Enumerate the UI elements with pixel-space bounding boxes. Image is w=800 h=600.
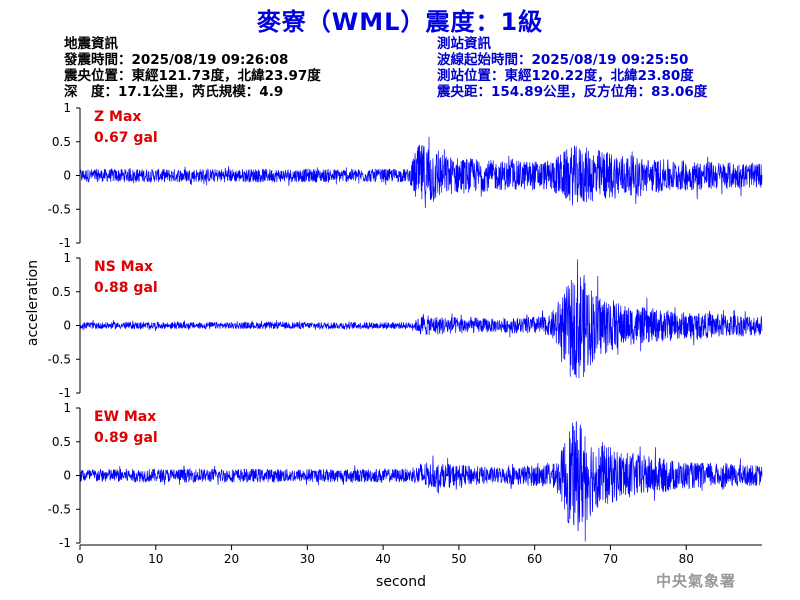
page-title: 麥寮（WML）震度：1級 bbox=[256, 8, 544, 36]
y-tick-label: 0.5 bbox=[52, 285, 71, 299]
y-axis-title: acceleration bbox=[25, 260, 41, 346]
cwa-credit: 中央氣象署 bbox=[656, 572, 737, 590]
station-location: 測站位置：東經120.22度，北緯23.80度 bbox=[437, 68, 694, 84]
distance-azimuth: 震央距：154.89公里，反方位角：83.06度 bbox=[437, 84, 708, 100]
station-info-panel: 測站資訊 波線起始時間：2025/08/19 09:25:50 測站位置：東經1… bbox=[437, 36, 707, 100]
x-tick-label: 0 bbox=[76, 552, 84, 566]
y-tick-label: 0 bbox=[63, 469, 71, 483]
y-tick-label: 1 bbox=[63, 101, 71, 115]
max-label-z: Z Max bbox=[94, 109, 141, 125]
max-value-z: 0.67 gal bbox=[94, 130, 158, 146]
trace-ew bbox=[79, 421, 763, 542]
y-tick-label: 0 bbox=[63, 169, 71, 183]
quake-info-heading: 地震資訊 bbox=[64, 36, 118, 52]
panel-ns: 1 0.5 0 -0.5 -1 NS Max 0.88 gal bbox=[48, 251, 763, 400]
y-tick-label: 0.5 bbox=[52, 435, 71, 449]
y-tick-label: 1 bbox=[63, 251, 71, 265]
origin-time: 發震時間：2025/08/19 09:26:08 bbox=[64, 52, 289, 68]
y-tick-label: -0.5 bbox=[48, 502, 71, 516]
x-tick-label: 50 bbox=[451, 552, 466, 566]
y-tick-label: -1 bbox=[59, 236, 71, 250]
y-tick-label: -0.5 bbox=[48, 202, 71, 216]
trace-ns bbox=[79, 259, 763, 379]
max-value-ns: 0.88 gal bbox=[94, 280, 158, 296]
y-tick-label: 0 bbox=[63, 319, 71, 333]
trace-z bbox=[79, 136, 763, 209]
x-axis-title: second bbox=[376, 574, 426, 590]
x-tick-label: 30 bbox=[300, 552, 315, 566]
y-tick-label: -1 bbox=[59, 386, 71, 400]
y-tick-label: -0.5 bbox=[48, 352, 71, 366]
max-label-ew: EW Max bbox=[94, 409, 156, 425]
x-tick-label: 10 bbox=[148, 552, 163, 566]
y-tick-label: 0.5 bbox=[52, 135, 71, 149]
station-info-heading: 測站資訊 bbox=[437, 36, 491, 52]
epicenter: 震央位置：東經121.73度，北緯23.97度 bbox=[64, 68, 321, 84]
max-value-ew: 0.89 gal bbox=[94, 430, 158, 446]
depth-magnitude: 深 度：17.1公里，芮氏規模：4.9 bbox=[64, 84, 284, 100]
x-tick-label: 40 bbox=[375, 552, 390, 566]
x-tick-label: 80 bbox=[679, 552, 694, 566]
wave-start-time: 波線起始時間：2025/08/19 09:25:50 bbox=[437, 52, 689, 68]
x-tick-label: 20 bbox=[224, 552, 239, 566]
y-tick-label: -1 bbox=[59, 536, 71, 550]
panel-z: 1 0.5 0 -0.5 -1 Z Max 0.67 gal bbox=[48, 101, 763, 250]
y-tick-label: 1 bbox=[63, 401, 71, 415]
max-label-ns: NS Max bbox=[94, 259, 153, 275]
quake-info-panel: 地震資訊 發震時間：2025/08/19 09:26:08 震央位置：東經121… bbox=[64, 36, 321, 100]
x-tick-label: 70 bbox=[603, 552, 618, 566]
panel-ew: 1 0.5 0 -0.5 -1 EW Max 0.89 gal bbox=[48, 401, 763, 550]
x-tick-label: 60 bbox=[527, 552, 542, 566]
